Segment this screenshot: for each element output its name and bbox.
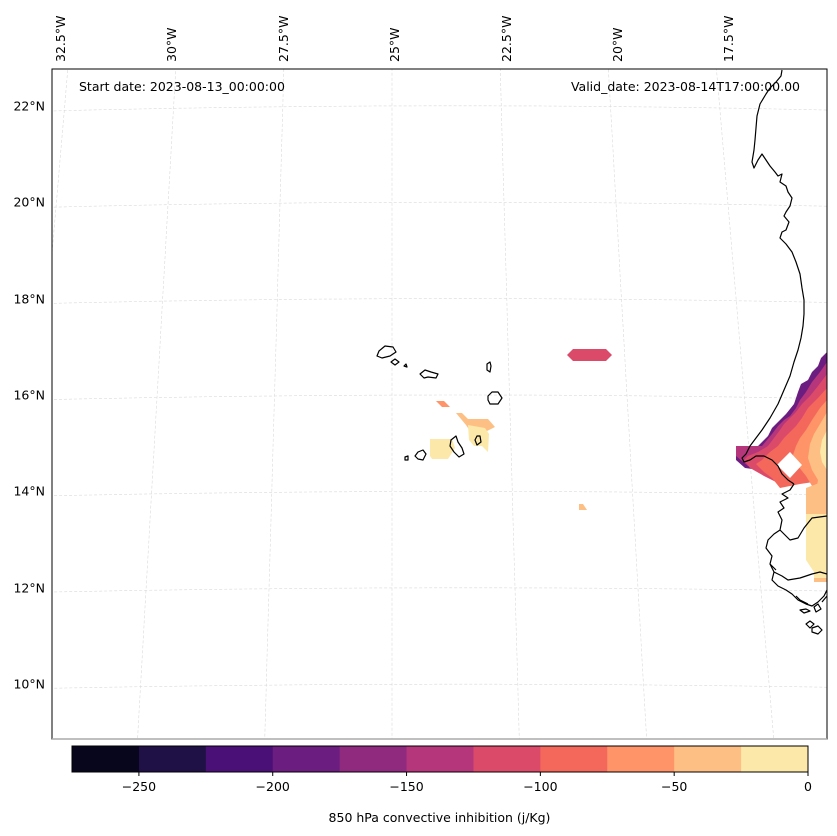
island-brava [404,455,409,461]
meridian-gridline [499,69,520,739]
latitude-tick-label: 16°N [13,388,45,403]
fill-senegal-gap [777,452,802,478]
colorbar-tick-label: −100 [523,779,557,794]
fill-guinea-bissau-yellow [814,560,827,582]
island-sal [486,361,492,373]
longitude-tick-label: 17.5°W [721,16,736,62]
latitude-tick-label: 10°N [13,677,45,692]
island-santiago [449,435,465,458]
latitude-tick-label: 22°N [13,99,45,114]
valid-date-label: Valid_date: 2023-08-14T17:00:00.00 [571,79,800,94]
colorbar-segment [205,746,274,772]
colorbar-outline [71,745,809,773]
parallel-gridline [52,394,827,400]
latitude-tick-label: 20°N [13,195,45,210]
island-maio [474,435,482,446]
island-santa-luzia [403,363,408,368]
colorbar-segment [406,746,474,772]
fill-cabo-verde-sal-orange [456,413,495,431]
colorbar-tick-label: −250 [122,779,156,794]
longitude-tick-label: 25°W [387,27,402,62]
colorbar-segment [138,746,207,772]
parallel-gridline [52,587,827,593]
longitude-tick-label: 27.5°W [276,16,291,62]
fill-cabo-verde-sliver [436,401,450,407]
latitude-labels: 22°N 20°N 18°N 16°N 14°N 12°N 10°N [13,99,45,692]
coastline-bijagos [799,595,827,635]
island-santo-antao [376,345,397,359]
longitude-tick-label: 30°W [164,27,179,62]
latitude-tick-label: 14°N [13,484,45,499]
cin-filled-contours [430,349,827,582]
coastline-west-africa [741,69,805,485]
parallel-gridline [52,298,827,304]
parallel-gridline [52,683,827,689]
colorbar-tick-label: −150 [389,779,423,794]
meridian-gridline [264,69,285,739]
graticule [52,69,827,739]
longitude-tick-label: 20°W [610,27,625,62]
colorbar-segment [540,746,608,772]
fill-offshore-patch-north [567,349,612,361]
colorbar-segment [473,746,541,772]
fill-cabo-verde-west [430,439,455,459]
colorbar-tick-label: −50 [661,779,687,794]
island-sao-vicente [390,358,400,366]
island-fogo [414,449,427,461]
longitude-tick-label: 22.5°W [499,16,514,62]
start-date-label: Start date: 2023-08-13_00:00:00 [79,79,285,94]
island-boa-vista [487,391,503,405]
parallel-gridline [52,201,827,208]
parallel-gridline [52,105,827,112]
colorbar-segment [741,746,809,772]
island-sao-nicolau [419,369,439,379]
colorbar-segment [339,746,407,772]
colorbar-segment [674,746,742,772]
latitude-tick-label: 18°N [13,292,45,307]
fill-senegal-peach-inner [820,430,827,470]
longitude-tick-label: 32.5°W [53,16,68,62]
colorbar-tick-label: −200 [256,779,290,794]
fill-small-patch-south [579,504,587,510]
longitude-labels: 32.5°W 30°W 27.5°W 25°W 22.5°W 20°W 17.5°W [53,16,736,62]
fill-guinea-bissau-edge [814,578,827,582]
coastlines [376,69,827,635]
colorbar-segment [607,746,675,772]
fill-gambia-orange [806,480,827,520]
colorbar-segment [272,746,341,772]
parallel-gridline [52,491,827,497]
fill-cabo-verde-sal-yellow [468,425,489,452]
latitude-tick-label: 12°N [13,581,45,596]
colorbar: −250 −200 −150 −100 −50 0 [71,745,812,794]
colorbar-tick-label: 0 [804,779,812,794]
colorbar-segment [72,746,140,772]
coastline-gambia-guinea-bissau [765,483,827,607]
colorbar-label: 850 hPa convective inhibition (j/Kg) [329,810,551,825]
